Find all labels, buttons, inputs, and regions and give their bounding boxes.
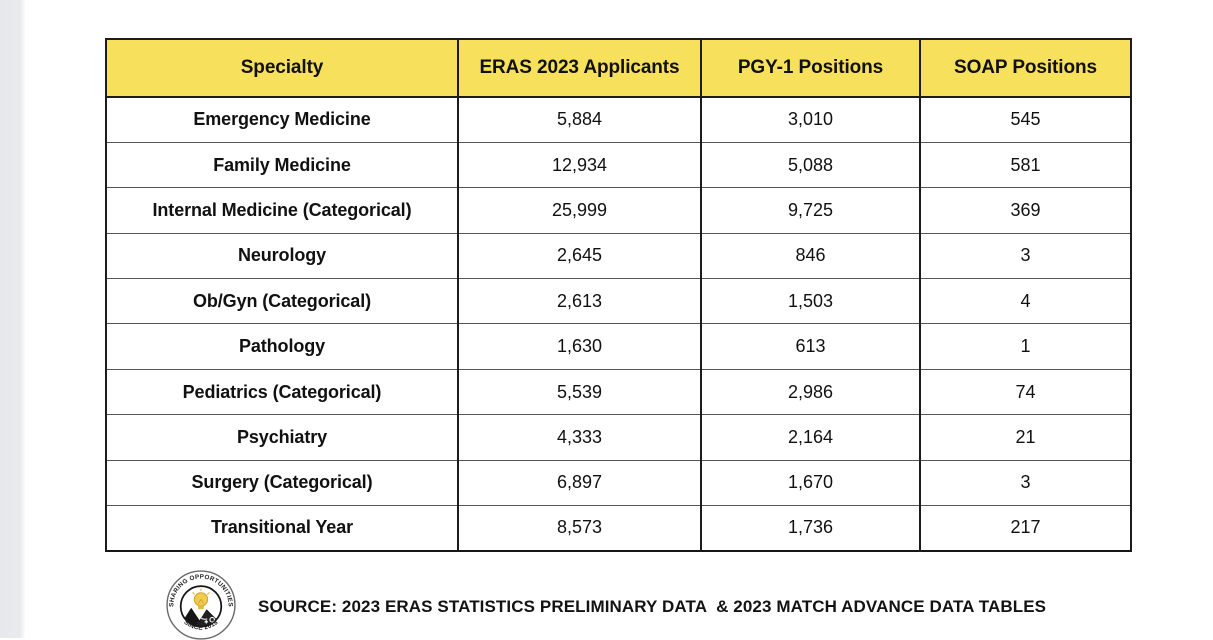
cell-soap: 369	[919, 187, 1132, 234]
source-text: SOURCE: 2023 ERAS STATISTICS PRELIMINARY…	[258, 597, 1047, 616]
column-header-pgy1-positions: PGY-1 Positions	[700, 38, 921, 98]
cell-pgy1: 1,503	[700, 278, 921, 324]
table-row: Neurology 2,645 846 3	[105, 232, 1132, 279]
cell-soap: 3	[919, 232, 1132, 279]
cell-applicants: 8,573	[457, 505, 702, 551]
cell-pgy1: 2,164	[700, 414, 921, 461]
table-row: Family Medicine 12,934 5,088 581	[105, 141, 1132, 188]
table-row: Ob/Gyn (Categorical) 2,613 1,503 4	[105, 278, 1132, 324]
cell-pgy1: 2,986	[700, 368, 921, 415]
cell-specialty: Surgery (Categorical)	[105, 459, 459, 506]
cell-specialty: Family Medicine	[105, 141, 459, 188]
cell-applicants: 5,539	[457, 368, 702, 415]
cell-specialty: Psychiatry	[105, 414, 459, 461]
cell-specialty: Ob/Gyn (Categorical)	[105, 278, 459, 324]
cell-applicants: 5,884	[457, 97, 702, 143]
cell-applicants: 6,897	[457, 459, 702, 506]
cell-pgy1: 5,088	[700, 141, 921, 188]
cell-pgy1: 9,725	[700, 187, 921, 234]
cell-applicants: 2,613	[457, 278, 702, 324]
specialty-stats-table: Specialty ERAS 2023 Applicants PGY-1 Pos…	[105, 38, 1132, 552]
cell-applicants: 1,630	[457, 323, 702, 370]
cell-pgy1: 1,670	[700, 459, 921, 506]
cell-pgy1: 846	[700, 232, 921, 279]
table-header-row: Specialty ERAS 2023 Applicants PGY-1 Pos…	[105, 38, 1132, 98]
cell-applicants: 12,934	[457, 141, 702, 188]
lightbulb-icon	[192, 588, 210, 610]
cell-soap: 74	[919, 368, 1132, 415]
cell-pgy1: 1,736	[700, 505, 921, 551]
sharing-opportunities-logo: SHARING OPPORTUNITIES SINCE 2018	[166, 570, 236, 640]
cell-soap: 21	[919, 414, 1132, 461]
table-row: Pathology 1,630 613 1	[105, 323, 1132, 370]
cell-soap: 1	[919, 323, 1132, 370]
cell-soap: 545	[919, 97, 1132, 143]
cell-soap: 3	[919, 459, 1132, 506]
table-row: Internal Medicine (Categorical) 25,999 9…	[105, 187, 1132, 234]
column-header-soap-positions: SOAP Positions	[919, 38, 1132, 98]
column-header-eras-applicants: ERAS 2023 Applicants	[457, 38, 702, 98]
cell-soap: 217	[919, 505, 1132, 551]
cell-specialty: Pediatrics (Categorical)	[105, 368, 459, 415]
cell-soap: 4	[919, 278, 1132, 324]
cell-soap: 581	[919, 141, 1132, 188]
table-row: Transitional Year 8,573 1,736 217	[105, 505, 1132, 551]
cell-applicants: 4,333	[457, 414, 702, 461]
page-edge-gutter	[0, 0, 25, 638]
cell-pgy1: 3,010	[700, 97, 921, 143]
table-row: Surgery (Categorical) 6,897 1,670 3	[105, 459, 1132, 506]
cell-specialty: Transitional Year	[105, 505, 459, 551]
cell-specialty: Pathology	[105, 323, 459, 370]
cell-applicants: 25,999	[457, 187, 702, 234]
column-header-specialty: Specialty	[105, 38, 459, 98]
table-row: Pediatrics (Categorical) 5,539 2,986 74	[105, 368, 1132, 415]
cell-specialty: Neurology	[105, 232, 459, 279]
cell-specialty: Emergency Medicine	[105, 97, 459, 143]
cell-specialty: Internal Medicine (Categorical)	[105, 187, 459, 234]
cell-applicants: 2,645	[457, 232, 702, 279]
table-row: Emergency Medicine 5,884 3,010 545	[105, 97, 1132, 143]
cell-pgy1: 613	[700, 323, 921, 370]
table-row: Psychiatry 4,333 2,164 21	[105, 414, 1132, 461]
